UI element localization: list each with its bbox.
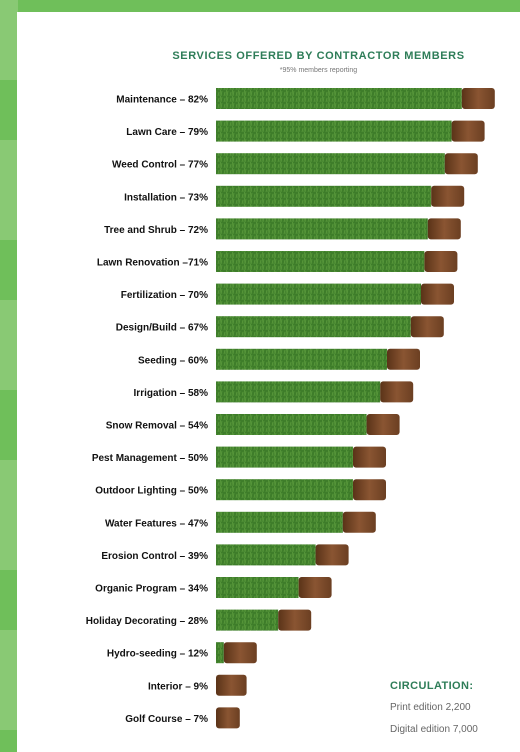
category-label: Hydro-seeding – 12% <box>107 649 208 660</box>
bar-grass <box>216 283 421 305</box>
category-label: Fertilization – 70% <box>121 290 208 301</box>
bar-soil <box>216 674 247 696</box>
bar-soil <box>223 642 257 664</box>
background-tile <box>0 300 18 390</box>
category-label: Design/Build – 67% <box>116 323 208 334</box>
bar-grass <box>216 348 387 370</box>
bar-grass <box>216 316 411 338</box>
bar-grass <box>216 544 316 566</box>
bar-grass <box>216 577 299 598</box>
category-label: Maintenance – 82% <box>116 95 208 106</box>
category-label: Water Features – 47% <box>105 518 208 529</box>
bar-soil <box>461 88 495 109</box>
bar-soil <box>387 348 420 370</box>
bar-grass <box>216 120 452 142</box>
circulation-title: CIRCULATION: <box>390 680 474 692</box>
category-label: Lawn Care – 79% <box>126 127 208 138</box>
bar-soil <box>216 707 240 729</box>
bar-soil <box>353 446 386 468</box>
bar-soil <box>353 479 386 501</box>
category-label: Organic Program – 34% <box>95 584 208 595</box>
bar-grass <box>216 414 367 435</box>
category-label: Irrigation – 58% <box>134 388 209 399</box>
bar-chart: Maintenance – 82% Lawn Care – 79% Weed Con… <box>86 88 495 729</box>
category-label: Seeding – 60% <box>138 355 208 366</box>
bar-soil <box>380 381 414 403</box>
bar-soil <box>278 609 312 631</box>
bar-soil <box>342 511 376 533</box>
background-tile <box>0 140 18 240</box>
background-tile <box>0 460 18 570</box>
category-label: Pest Management – 50% <box>92 453 208 464</box>
infographic-card: SERVICES OFFERED BY CONTRACTOR MEMBERS *… <box>17 12 520 752</box>
bar-soil <box>298 577 332 598</box>
bar-soil <box>410 316 444 338</box>
bar-grass <box>216 446 353 468</box>
bar-grass <box>216 88 462 109</box>
bar-grass <box>216 251 425 272</box>
category-label: Tree and Shrub – 72% <box>104 225 208 236</box>
category-label: Golf Course – 7% <box>125 714 208 725</box>
bar-soil <box>451 120 485 142</box>
category-label: Lawn Renovation –71% <box>97 258 208 269</box>
chart-subtitle: *95% members reporting <box>279 67 358 74</box>
background-tile <box>0 630 18 730</box>
circulation-digital: Digital edition 7,000 <box>390 724 478 735</box>
bar-grass <box>216 511 343 533</box>
bar-soil <box>315 544 349 566</box>
category-label: Interior – 9% <box>148 681 208 692</box>
bar-grass <box>216 381 381 403</box>
bar-grass <box>216 218 428 240</box>
bar-soil <box>421 283 454 305</box>
category-label: Weed Control – 77% <box>112 160 208 171</box>
category-label: Installation – 73% <box>124 192 208 203</box>
bar-soil <box>427 218 461 240</box>
chart-title: SERVICES OFFERED BY CONTRACTOR MEMBERS <box>172 50 465 62</box>
bar-grass <box>216 153 445 175</box>
circulation-print: Print edition 2,200 <box>390 702 471 713</box>
bar-soil <box>444 153 478 175</box>
category-label: Holiday Decorating – 28% <box>86 616 208 627</box>
bar-grass <box>216 185 432 207</box>
category-label: Erosion Control – 39% <box>101 551 208 562</box>
background-tile <box>0 0 18 80</box>
bar-grass <box>216 609 279 631</box>
bar-grass <box>216 479 353 501</box>
bar-grass <box>216 642 224 664</box>
category-label: Snow Removal – 54% <box>106 421 208 432</box>
bar-soil <box>424 251 458 272</box>
bar-soil <box>366 414 400 435</box>
bar-soil <box>431 185 465 207</box>
category-label: Outdoor Lighting – 50% <box>95 486 208 497</box>
